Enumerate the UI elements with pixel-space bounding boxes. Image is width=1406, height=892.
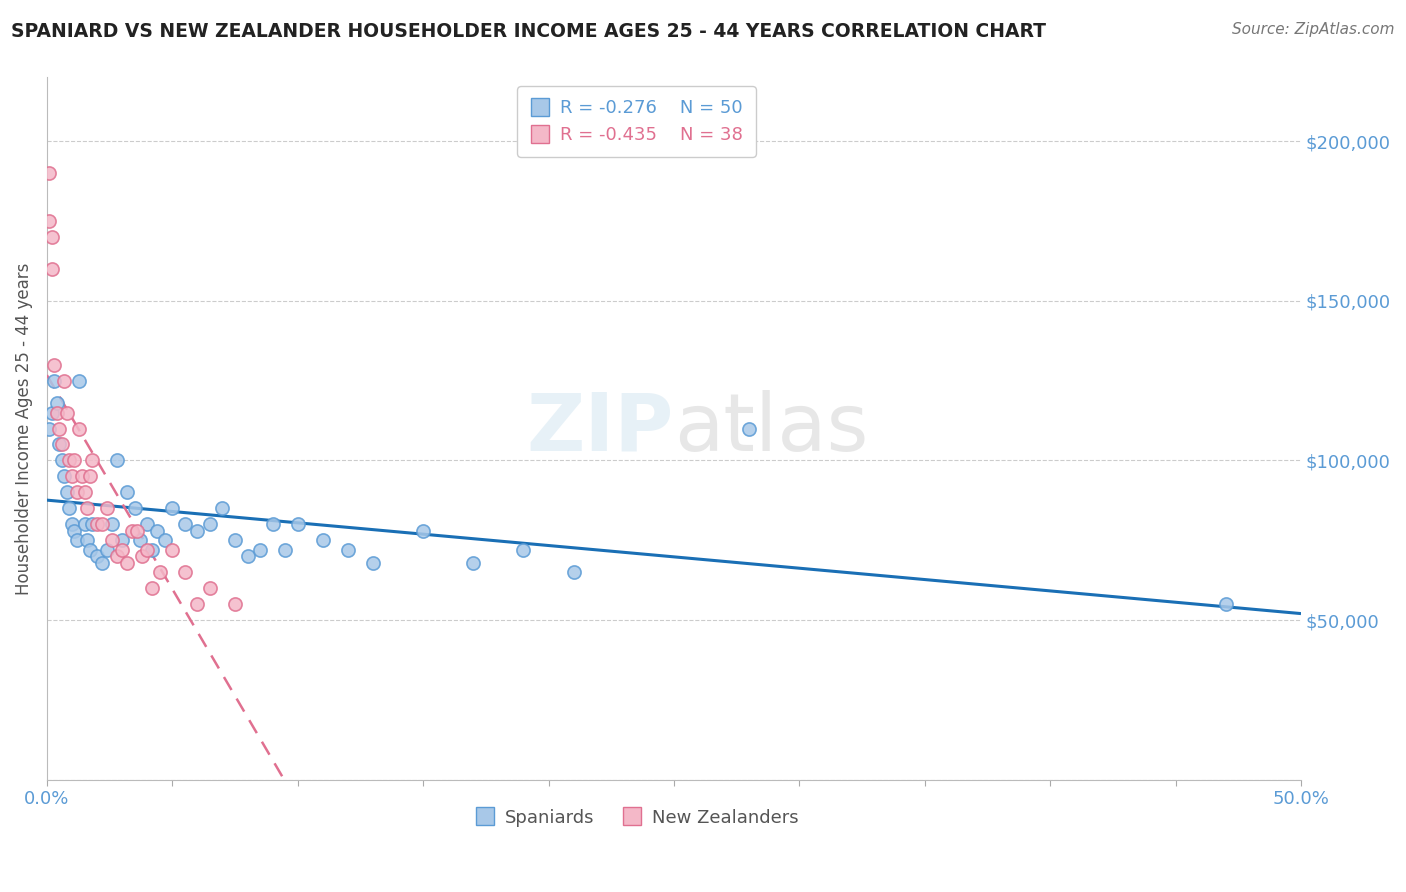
Point (412, 524, 434, 538)
Point (162, 501, 184, 516)
Point (128, 533, 150, 548)
Point (124, 501, 146, 516)
Point (562, 565, 585, 579)
Point (198, 581, 221, 595)
Point (198, 517, 221, 532)
Point (312, 533, 335, 548)
Point (141, 581, 163, 595)
Point (336, 542, 359, 557)
Point (51, 437, 73, 451)
Point (66, 485, 89, 500)
Point (80, 453, 103, 467)
Point (127, 524, 149, 538)
Point (41, 262, 63, 277)
Point (1215, 597, 1237, 611)
Point (91, 517, 114, 532)
Text: Source: ZipAtlas.com: Source: ZipAtlas.com (1232, 22, 1395, 37)
Point (224, 597, 246, 611)
Text: atlas: atlas (673, 390, 869, 467)
Point (41, 406, 63, 420)
Point (60, 517, 83, 532)
Point (136, 517, 159, 532)
Point (79, 469, 101, 483)
Point (80, 517, 103, 532)
Point (111, 533, 134, 548)
Point (86, 517, 108, 532)
Legend: Spaniards, New Zealanders: Spaniards, New Zealanders (467, 801, 806, 834)
Point (287, 517, 309, 532)
Point (115, 556, 138, 570)
Point (131, 549, 153, 564)
Point (58, 501, 80, 516)
Point (76, 533, 98, 548)
Point (38, 214, 60, 228)
Point (463, 556, 485, 570)
Point (53, 469, 76, 483)
Point (48, 437, 70, 451)
Point (274, 542, 297, 557)
Point (136, 542, 159, 557)
Point (44, 374, 66, 388)
Point (153, 533, 176, 548)
Point (41, 230, 63, 244)
Point (249, 542, 271, 557)
Point (173, 565, 195, 579)
Point (186, 597, 208, 611)
Point (69, 374, 91, 388)
Point (66, 533, 89, 548)
Point (121, 524, 143, 538)
Point (73, 517, 96, 532)
Point (91, 556, 114, 570)
Point (115, 485, 138, 500)
Text: SPANIARD VS NEW ZEALANDER HOUSEHOLDER INCOME AGES 25 - 44 YEARS CORRELATION CHAR: SPANIARD VS NEW ZEALANDER HOUSEHOLDER IN… (11, 22, 1046, 41)
Point (58, 453, 80, 467)
Point (738, 421, 761, 435)
Point (86, 549, 108, 564)
Point (79, 542, 101, 557)
Point (186, 524, 208, 538)
Point (101, 533, 124, 548)
Point (38, 421, 60, 435)
Point (96, 542, 118, 557)
Point (63, 524, 86, 538)
Point (70, 469, 93, 483)
Point (162, 542, 184, 557)
Point (173, 517, 195, 532)
Point (101, 517, 124, 532)
Point (224, 533, 246, 548)
Point (146, 524, 169, 538)
Point (69, 421, 91, 435)
Point (211, 501, 233, 516)
Point (512, 542, 534, 557)
Point (149, 565, 172, 579)
Point (111, 542, 134, 557)
Point (105, 453, 128, 467)
Point (96, 501, 118, 516)
Point (45, 396, 67, 410)
Point (236, 549, 259, 564)
Point (56, 485, 79, 500)
Point (53, 374, 76, 388)
Point (60, 469, 83, 483)
Point (45, 406, 67, 420)
Text: ZIP: ZIP (527, 390, 673, 467)
Point (73, 485, 96, 500)
Point (48, 421, 70, 435)
Point (262, 517, 284, 532)
Point (56, 406, 79, 420)
Point (44, 358, 66, 372)
Point (63, 453, 86, 467)
Point (141, 542, 163, 557)
Y-axis label: Householder Income Ages 25 - 44 years: Householder Income Ages 25 - 44 years (15, 262, 32, 595)
Point (105, 549, 128, 564)
Point (51, 453, 73, 467)
Point (76, 501, 98, 516)
Point (38, 166, 60, 180)
Point (361, 556, 384, 570)
